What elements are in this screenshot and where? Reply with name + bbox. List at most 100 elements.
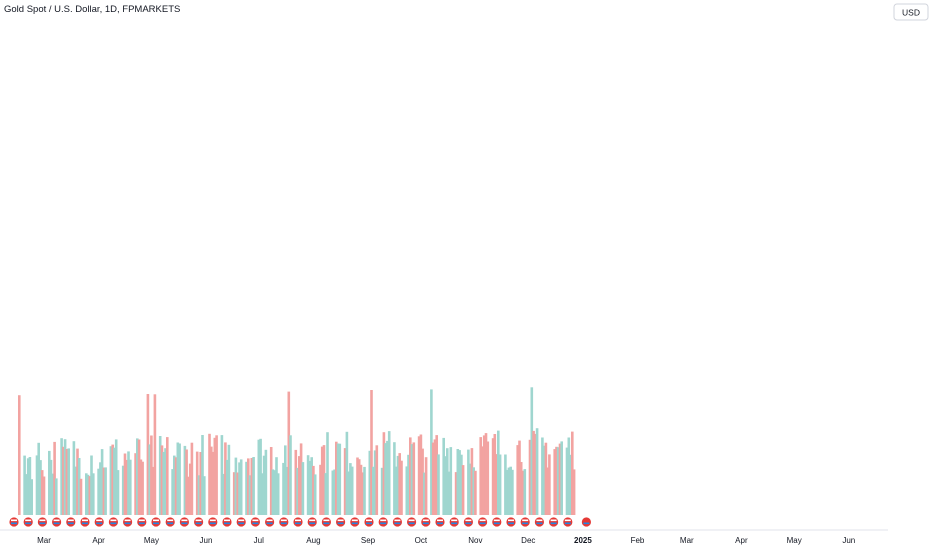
volume-bar <box>472 467 475 515</box>
economic-event-icon[interactable] <box>519 516 531 528</box>
economic-event-icon[interactable] <box>22 516 34 528</box>
economic-event-icon[interactable] <box>193 516 205 528</box>
economic-event-icon[interactable] <box>420 516 432 528</box>
economic-event-icon[interactable] <box>8 516 20 528</box>
flag-icon <box>448 516 460 528</box>
volume-bar <box>484 433 488 515</box>
volume-bar <box>271 469 275 515</box>
flag-stripe <box>252 519 259 522</box>
flag-icon <box>477 516 489 528</box>
economic-event-icon[interactable] <box>108 516 119 528</box>
volume-bar <box>521 470 525 515</box>
time-tick-label: Mar <box>37 536 51 545</box>
economic-event-icon[interactable] <box>264 516 276 528</box>
volume-bar <box>491 438 495 515</box>
volume-bar <box>481 446 484 515</box>
volume-bar <box>516 445 519 515</box>
economic-event-icon[interactable] <box>164 516 176 528</box>
economic-event-icon[interactable] <box>505 516 517 528</box>
flag-stripe <box>195 519 202 522</box>
volume-bar <box>433 439 437 515</box>
volume-bar <box>141 461 144 515</box>
economic-event-icon[interactable] <box>93 516 105 528</box>
flag-stripe <box>493 519 500 522</box>
economic-event-icon[interactable] <box>292 516 304 528</box>
economic-event-icon[interactable] <box>65 516 77 528</box>
volume-bar <box>25 474 28 515</box>
flag-icon <box>306 516 318 528</box>
volume-bar <box>343 448 347 515</box>
economic-event-icon[interactable] <box>349 516 361 528</box>
volume-bar <box>542 445 546 515</box>
volume-bar <box>162 451 165 515</box>
flag-stripe <box>110 522 117 525</box>
economic-event-icon[interactable] <box>150 516 162 528</box>
flag-stripe <box>479 522 486 525</box>
economic-event-icon[interactable] <box>477 516 489 528</box>
volume-bar <box>39 460 42 515</box>
economic-event-icon[interactable] <box>51 516 62 528</box>
volume-bar <box>569 454 572 515</box>
economic-event-icon[interactable] <box>581 516 592 528</box>
flag-stripe <box>309 519 316 522</box>
volume-bar <box>405 466 409 515</box>
volume-bar <box>100 449 104 515</box>
flag-stripe <box>366 522 372 525</box>
economic-event-icon[interactable] <box>448 516 460 528</box>
flag-stripe <box>380 522 387 525</box>
flag-icon <box>278 516 290 528</box>
economic-event-icon[interactable] <box>335 516 347 528</box>
flag-stripe <box>25 522 32 525</box>
economic-event-icon[interactable] <box>548 516 559 528</box>
economic-event-icon[interactable] <box>278 516 290 528</box>
volume-bar <box>505 469 509 515</box>
volume-bar <box>370 390 373 515</box>
volume-bar <box>190 442 194 515</box>
economic-event-icon[interactable] <box>562 516 574 528</box>
economic-event-icon[interactable] <box>391 516 403 528</box>
volume-bar <box>35 455 39 515</box>
flag-icon <box>108 516 119 528</box>
economic-event-icon[interactable] <box>363 516 375 528</box>
economic-event-icon[interactable] <box>221 516 233 528</box>
flag-stripe <box>451 519 458 522</box>
volume-bar <box>65 449 69 515</box>
economic-event-icon[interactable] <box>491 516 503 528</box>
volume-bar <box>449 447 453 515</box>
economic-event-icon[interactable] <box>37 516 48 528</box>
volume-bar <box>183 445 187 515</box>
flag-stripe <box>394 522 401 525</box>
economic-event-icon[interactable] <box>235 516 247 528</box>
flag-stripe <box>238 519 245 522</box>
economic-event-icon[interactable] <box>320 516 332 528</box>
economic-event-icon[interactable] <box>178 516 190 528</box>
economic-event-icon[interactable] <box>306 516 318 528</box>
volume-bar <box>421 448 424 515</box>
flag-icon <box>79 516 91 528</box>
volume-bar <box>387 431 391 515</box>
volume-bar <box>174 457 178 515</box>
economic-event-icon[interactable] <box>377 516 389 528</box>
economic-event-icon[interactable] <box>79 516 91 528</box>
volume-bar <box>324 473 328 515</box>
volume-bar <box>560 441 563 515</box>
volume-bar <box>232 472 236 515</box>
currency-button[interactable]: USD <box>893 3 929 21</box>
volume-bar <box>541 437 544 515</box>
economic-event-icon[interactable] <box>406 516 418 528</box>
economic-event-icon[interactable] <box>207 516 219 528</box>
flag-stripe <box>124 522 131 525</box>
volume-bar <box>375 445 379 515</box>
volume-bar <box>372 466 375 515</box>
economic-event-icon[interactable] <box>136 516 148 528</box>
volume-bar <box>148 444 151 515</box>
economic-event-icon[interactable] <box>462 516 474 528</box>
economic-event-icon[interactable] <box>122 516 133 528</box>
economic-event-icon[interactable] <box>434 516 446 528</box>
volume-bar <box>338 443 342 515</box>
time-tick-label: Nov <box>468 536 482 545</box>
economic-event-icon[interactable] <box>534 516 545 528</box>
economic-event-icon[interactable] <box>249 516 261 528</box>
